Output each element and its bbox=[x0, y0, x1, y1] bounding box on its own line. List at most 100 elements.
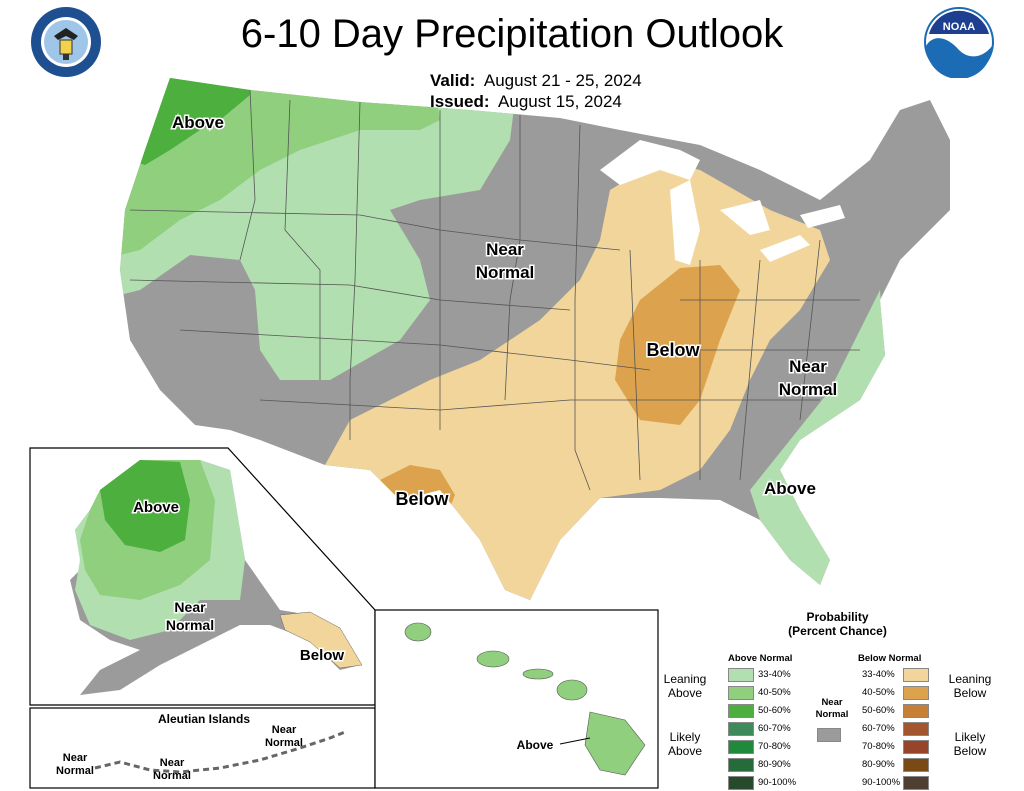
legend-leaning-below-line2: Below bbox=[953, 686, 987, 700]
aleutian-label-normal-3: Normal bbox=[265, 737, 303, 749]
legend-leaning-below: Leaning Below bbox=[942, 672, 998, 700]
legend-near-normal-label: Near Normal bbox=[810, 697, 854, 721]
hawaii-label-above: Above bbox=[517, 738, 554, 752]
lake-ontario bbox=[800, 205, 845, 228]
aleutian-label-near-3: Near bbox=[272, 724, 297, 736]
aleutian-island-chain bbox=[94, 730, 346, 774]
legend-below-swatch-6 bbox=[903, 776, 929, 790]
legend-above-swatch-3 bbox=[728, 722, 754, 736]
legend-below-swatch-0 bbox=[903, 668, 929, 682]
legend-above-label-6: 90-100% bbox=[758, 777, 797, 788]
conus-label-above-se: Above bbox=[764, 479, 816, 498]
legend-above-header: Above Normal bbox=[728, 653, 793, 664]
legend-near-line2: Normal bbox=[815, 709, 849, 720]
aleutian-label-near-2: Near bbox=[160, 757, 185, 769]
conus-label-above-nw: Above bbox=[172, 113, 224, 132]
legend-above-swatch-5 bbox=[728, 758, 754, 772]
legend-below-swatch-2 bbox=[903, 704, 929, 718]
above-33-40-southeast bbox=[750, 290, 885, 585]
legend-above-swatch-4 bbox=[728, 740, 754, 754]
legend-near-normal-swatch bbox=[817, 728, 841, 742]
legend-below-label-3: 60-70% bbox=[862, 723, 895, 734]
aleutian-inset: Aleutian Islands Near Normal Near Normal… bbox=[29, 707, 376, 789]
state-boundaries bbox=[129, 89, 860, 491]
conus-label-near-1: Near bbox=[486, 240, 524, 259]
big-island bbox=[584, 711, 646, 776]
legend-leaning-below-line1: Leaning bbox=[948, 672, 992, 686]
legend-below-header: Below Normal bbox=[858, 653, 922, 664]
legend-title-line2: (Percent Chance) bbox=[788, 624, 887, 638]
hawaii-label-leader bbox=[559, 737, 591, 745]
legend-above-label-0: 33-40% bbox=[758, 669, 791, 680]
legend-below-swatch-1 bbox=[903, 686, 929, 700]
valid-label: Valid: bbox=[430, 71, 476, 90]
alaska-label-normal: Normal bbox=[166, 617, 214, 633]
legend-above-swatch-0 bbox=[728, 668, 754, 682]
hawaii-inset: Above bbox=[374, 609, 659, 789]
legend-leaning-above-line2: Above bbox=[667, 686, 703, 700]
alaska-panhandle-below bbox=[279, 611, 363, 669]
legend-likely-below-line1: Likely bbox=[954, 730, 986, 744]
alaska-inset: Above Near Normal Below bbox=[29, 447, 376, 706]
issued-value: August 15, 2024 bbox=[498, 92, 622, 111]
legend-above-swatch-2 bbox=[728, 704, 754, 718]
conus-label-normal-2: Normal bbox=[779, 380, 838, 399]
legend-likely-above-line1: Likely bbox=[669, 730, 701, 744]
legend-below-label-4: 70-80% bbox=[862, 741, 895, 752]
valid-value: August 21 - 25, 2024 bbox=[483, 71, 642, 90]
conus-map bbox=[120, 78, 950, 600]
legend-below-label-0: 33-40% bbox=[862, 669, 895, 680]
alaska-label-below: Below bbox=[300, 647, 345, 664]
legend-below-label-2: 50-60% bbox=[862, 705, 895, 716]
issued-label: Issued: bbox=[430, 92, 490, 111]
conus-label-below-midwest: Below bbox=[646, 340, 700, 360]
lake-huron bbox=[720, 200, 770, 235]
oahu-island bbox=[476, 650, 510, 668]
legend-likely-above: Likely Above bbox=[660, 730, 710, 758]
maui-island bbox=[556, 679, 588, 701]
legend-above-label-3: 60-70% bbox=[758, 723, 791, 734]
alaska-label-near: Near bbox=[174, 599, 206, 615]
legend-below-label-6: 90-100% bbox=[862, 777, 901, 788]
aleutian-inset-frame bbox=[29, 707, 376, 789]
aleutian-label-normal-2: Normal bbox=[153, 770, 191, 782]
conus-label-near-2: Near bbox=[789, 357, 827, 376]
noaa-logo-text: NOAA bbox=[943, 21, 975, 33]
legend-below-swatch-3 bbox=[903, 722, 929, 736]
legend-likely-above-line2: Above bbox=[667, 744, 703, 758]
molokai-island bbox=[522, 668, 554, 680]
legend-above-swatch-6 bbox=[728, 776, 754, 790]
legend-near-line1: Near bbox=[821, 697, 843, 708]
commerce-seal-logo bbox=[31, 7, 101, 77]
legend-likely-below: Likely Below bbox=[942, 730, 998, 758]
page-title: 6-10 Day Precipitation Outlook bbox=[240, 12, 784, 56]
legend-title-line1: Probability bbox=[806, 610, 869, 624]
legend-below-label-1: 40-50% bbox=[862, 687, 895, 698]
legend-above-swatch-1 bbox=[728, 686, 754, 700]
legend-leaning-above-line1: Leaning bbox=[663, 672, 707, 686]
aleutian-title: Aleutian Islands bbox=[158, 712, 250, 726]
probability-legend: Probability (Percent Chance) Above Norma… bbox=[660, 610, 1000, 790]
date-info: Valid: August 21 - 25, 2024 Issued: Augu… bbox=[430, 70, 642, 112]
legend-leaning-above: Leaning Above bbox=[660, 672, 710, 700]
alaska-label-above: Above bbox=[133, 499, 179, 516]
legend-below-label-5: 80-90% bbox=[862, 759, 895, 770]
below-40-50-midwest bbox=[615, 265, 740, 425]
legend-title: Probability (Percent Chance) bbox=[660, 610, 1015, 638]
legend-above-label-2: 50-60% bbox=[758, 705, 791, 716]
legend-above-label-4: 70-80% bbox=[758, 741, 791, 752]
legend-below-swatch-5 bbox=[903, 758, 929, 772]
conus-label-below-texas: Below bbox=[395, 489, 449, 509]
alaska-above-50-60 bbox=[100, 460, 190, 552]
lake-michigan bbox=[670, 180, 700, 265]
lake-erie bbox=[760, 235, 810, 262]
kauai-island bbox=[404, 622, 432, 642]
legend-below-swatch-4 bbox=[903, 740, 929, 754]
aleutian-label-near-1: Near bbox=[63, 752, 88, 764]
legend-above-label-5: 80-90% bbox=[758, 759, 791, 770]
aleutian-label-normal-1: Normal bbox=[56, 765, 94, 777]
conus-label-normal-1: Normal bbox=[476, 263, 535, 282]
legend-likely-below-line2: Below bbox=[953, 744, 987, 758]
great-lakes bbox=[600, 140, 700, 185]
